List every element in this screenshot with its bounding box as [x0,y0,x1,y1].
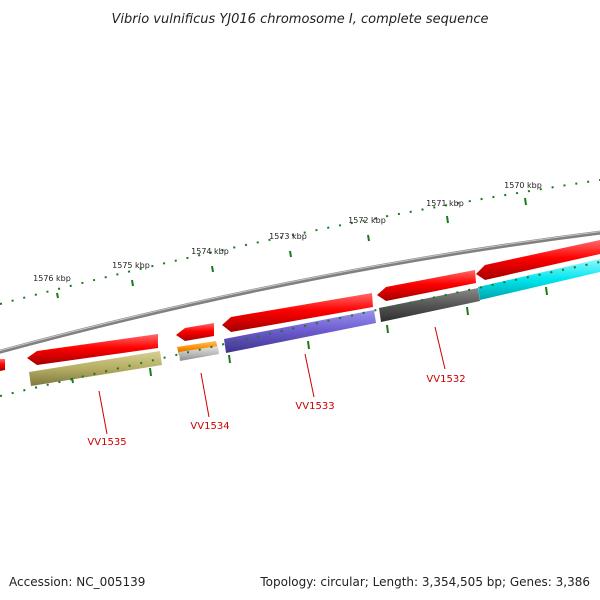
gene-bar-vv1533 [224,310,376,353]
ruler-label-1573: 1573 kbp [269,232,307,241]
ruler-label-1574: 1574 kbp [191,247,229,256]
ruler-label-1570: 1570 kbp [504,181,542,190]
gene-label-vv1533: VV1533 [295,401,334,412]
outer-major-tick [56,292,59,299]
map-title: Vibrio vulnificus YJ016 chromosome I, co… [111,12,488,27]
ruler-label-1575: 1575 kbp [112,261,150,270]
inner-ruler [0,261,600,397]
gene-callouts: VV1535 VV1534 VV1533 VV1532 [87,326,466,448]
gene-bar-vv1534-lower [179,346,219,361]
gene-label-vv1532: VV1532 [426,374,465,385]
outer-major-tick [524,197,527,206]
inner-major-tick [307,340,310,350]
cds-arrow [222,293,373,332]
outer-major-tick [446,215,449,224]
outer-major-tick [367,234,370,242]
inner-major-tick [545,286,548,296]
cds-arrow [0,359,5,371]
inner-major-tick [71,377,74,384]
cds-arrow [377,270,476,301]
gene-bar-vv1532 [379,288,480,322]
outer-major-tick [289,250,292,258]
gene-label-vv1534: VV1534 [190,421,229,432]
cds-track [0,240,600,371]
chromosome-backbone [0,230,600,354]
cds-arrow [176,323,214,341]
gene-track [29,259,600,386]
chromosome-backbone-highlight [0,231,600,352]
gene-label-vv1535: VV1535 [87,437,126,448]
cds-arrow [27,334,158,365]
ruler-label-1572: 1572 kbp [348,216,386,225]
inner-ruler-dots [0,261,600,397]
inner-major-tick [386,324,389,334]
accession-text: Accession: NC_005139 [9,575,145,589]
callout-line-vv1533 [304,353,315,398]
inner-major-tick [466,306,469,316]
summary-text: Topology: circular; Length: 3,354,505 bp… [259,575,590,589]
outer-major-tick [211,265,214,273]
gene-bar-cyan [478,259,600,300]
callout-line-vv1532 [434,326,446,370]
callout-line-vv1535 [98,390,108,435]
inner-major-tick [228,354,231,364]
callout-line-vv1534 [200,372,210,418]
gene-bar-vv1535 [29,351,162,386]
outer-ruler-major-ticks [56,197,527,299]
outer-ruler: 1576 kbp 1575 kbp 1574 kbp 1573 kbp 1572… [0,179,600,305]
inner-major-tick [149,367,152,377]
cds-arrow [476,240,600,280]
inner-ruler-major-ticks [71,286,548,384]
ruler-label-1576: 1576 kbp [33,274,71,283]
ruler-label-1571: 1571 kbp [426,199,464,208]
outer-major-tick [131,279,134,287]
